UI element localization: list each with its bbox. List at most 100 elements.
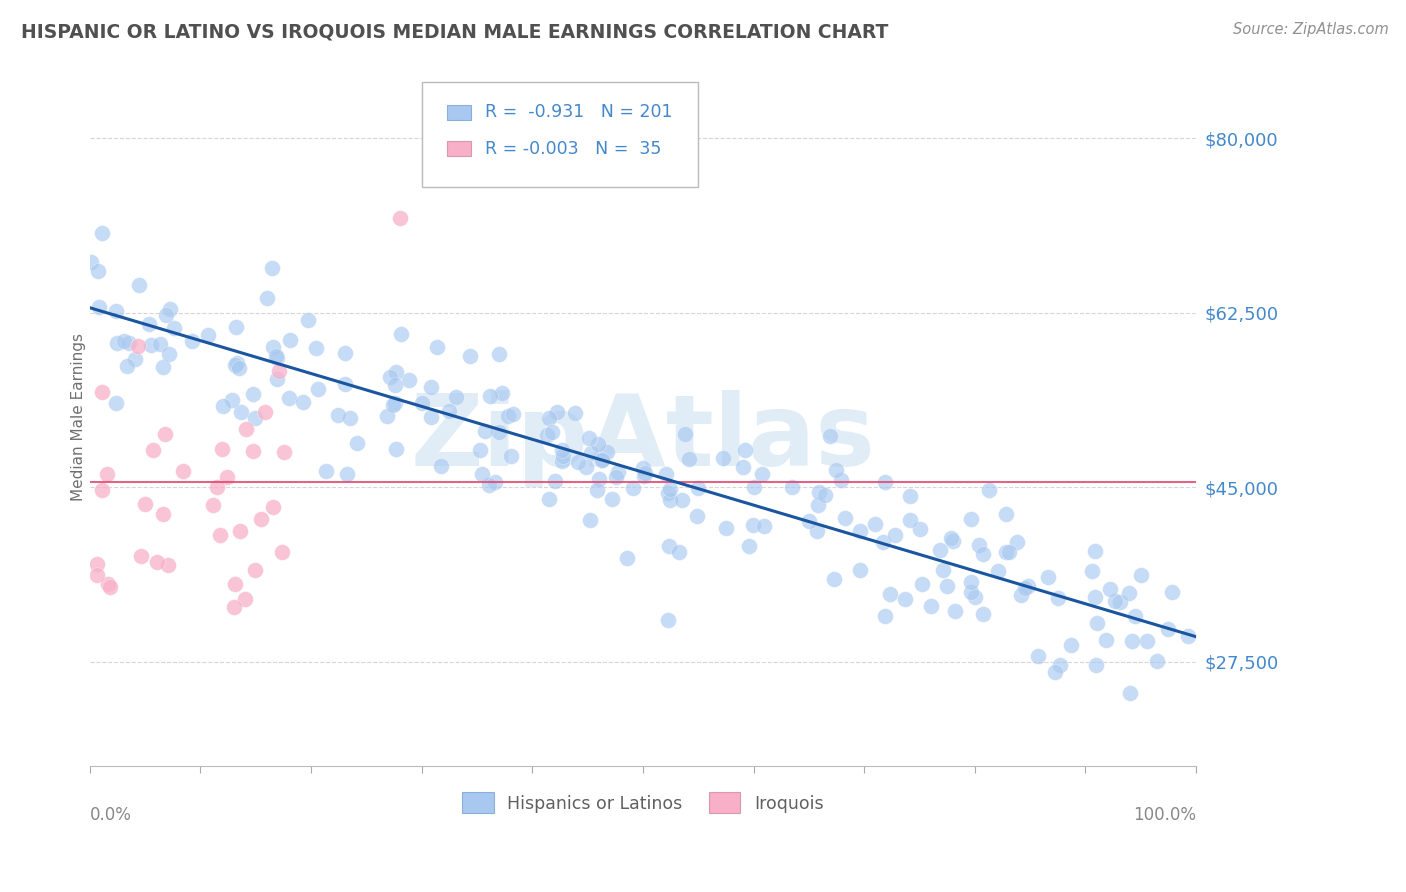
Point <box>591 453 613 467</box>
Point <box>797 514 820 528</box>
Point <box>149 336 172 351</box>
Point <box>668 545 690 559</box>
Point <box>910 577 932 591</box>
Point <box>920 599 942 613</box>
Point <box>159 302 181 317</box>
Bar <box>447 141 471 156</box>
Point <box>536 427 558 442</box>
Point <box>825 463 848 477</box>
Point <box>235 591 257 606</box>
Point <box>830 473 852 487</box>
Point <box>87 301 110 315</box>
Point <box>382 398 405 412</box>
Point <box>152 507 174 521</box>
Point <box>537 491 560 506</box>
Point <box>90 483 112 497</box>
Point <box>574 459 596 474</box>
Point <box>965 591 987 605</box>
Point <box>142 443 165 458</box>
Point <box>1108 594 1130 608</box>
Point <box>426 340 449 354</box>
Point <box>606 465 628 479</box>
Point <box>264 349 287 363</box>
Point <box>446 390 468 404</box>
Point <box>389 326 412 341</box>
Point <box>806 524 828 538</box>
Point <box>742 518 765 533</box>
Text: ZipAtlas: ZipAtlas <box>411 390 876 487</box>
Point <box>605 470 627 484</box>
Point <box>128 277 150 292</box>
Point <box>411 396 433 410</box>
Point <box>967 538 990 552</box>
Point <box>678 452 700 467</box>
Point <box>1017 579 1039 593</box>
Point <box>1099 582 1122 596</box>
Point <box>478 389 501 403</box>
Point <box>384 378 406 392</box>
Point <box>752 519 775 533</box>
Point <box>488 346 510 360</box>
Point <box>242 386 264 401</box>
Point <box>960 575 983 590</box>
Point <box>1036 570 1059 584</box>
Point <box>1043 665 1066 680</box>
Point <box>333 346 356 360</box>
Point <box>972 547 994 561</box>
Point <box>172 464 194 478</box>
Point <box>484 475 506 490</box>
Point <box>104 395 127 409</box>
Point <box>153 427 176 442</box>
Point <box>105 304 128 318</box>
Point <box>1119 686 1142 700</box>
Point <box>384 395 406 409</box>
Point <box>714 521 737 535</box>
Y-axis label: Median Male Earnings: Median Male Earnings <box>72 334 86 501</box>
Text: R =  -0.931   N = 201: R = -0.931 N = 201 <box>485 103 672 121</box>
Point <box>929 542 952 557</box>
Point <box>262 340 284 354</box>
Point <box>849 524 872 538</box>
Point <box>478 478 501 492</box>
Point <box>742 480 765 494</box>
Point <box>780 480 803 494</box>
Point <box>134 497 156 511</box>
Point <box>823 572 845 586</box>
Point <box>105 335 128 350</box>
Point <box>1160 584 1182 599</box>
Point <box>657 485 679 500</box>
Point <box>972 607 994 621</box>
Point <box>96 467 118 481</box>
Point <box>900 513 922 527</box>
Point <box>875 608 897 623</box>
Point <box>1118 586 1140 600</box>
Point <box>675 426 697 441</box>
Point <box>943 604 966 618</box>
Point <box>86 568 108 582</box>
Point <box>658 492 681 507</box>
Point <box>898 489 921 503</box>
Point <box>207 480 229 494</box>
Point <box>634 466 657 480</box>
Point <box>253 405 276 419</box>
Point <box>141 338 163 352</box>
Point <box>458 350 481 364</box>
Point <box>884 528 907 542</box>
Point <box>591 452 613 467</box>
Point <box>80 255 103 269</box>
Text: Source: ZipAtlas.com: Source: ZipAtlas.com <box>1233 22 1389 37</box>
Point <box>731 459 754 474</box>
Point <box>90 226 112 240</box>
Point <box>152 360 174 375</box>
Point <box>1123 609 1146 624</box>
Point <box>336 467 359 481</box>
Point <box>339 410 361 425</box>
Point <box>1177 629 1199 643</box>
Point <box>551 442 574 457</box>
Point <box>215 470 238 484</box>
Point <box>1026 649 1049 664</box>
Text: 100.0%: 100.0% <box>1133 806 1197 824</box>
Point <box>180 334 202 349</box>
Point <box>977 483 1000 497</box>
Point <box>235 422 257 436</box>
